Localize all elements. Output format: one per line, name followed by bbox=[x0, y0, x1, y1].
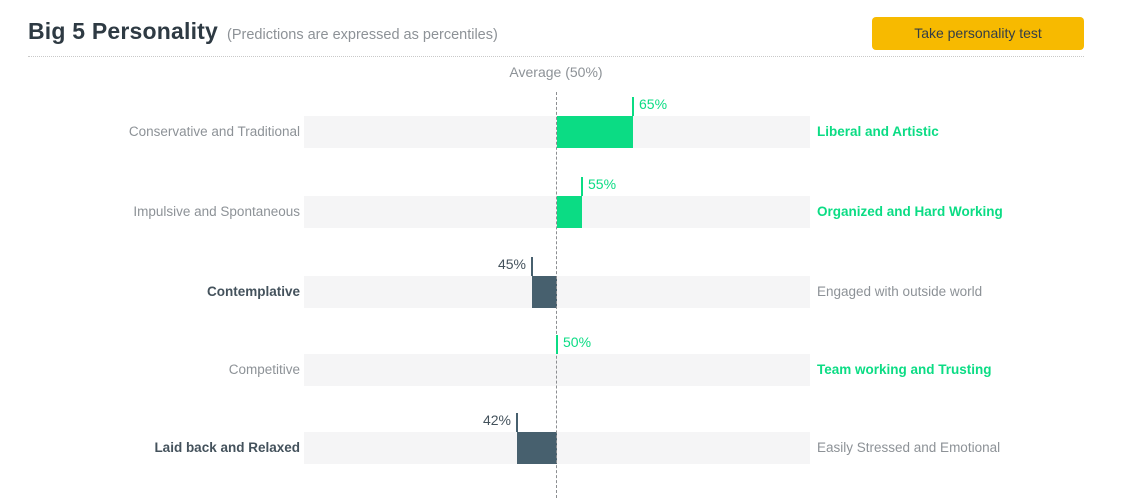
trait-row: Conservative and Traditional 65% Liberal… bbox=[0, 58, 1136, 498]
trait-right-label: Liberal and Artistic bbox=[817, 124, 939, 139]
trait-left-label: Laid back and Relaxed bbox=[154, 440, 300, 455]
header-divider bbox=[28, 56, 1084, 57]
trait-row: Contemplative 45% Engaged with outside w… bbox=[0, 58, 1136, 498]
average-line-label: Average (50%) bbox=[509, 64, 603, 80]
trait-row: Competitive 50% Team working and Trustin… bbox=[0, 58, 1136, 498]
percent-label: 50% bbox=[563, 334, 592, 350]
trait-bar bbox=[517, 432, 557, 464]
percent-label: 42% bbox=[482, 412, 511, 428]
trait-bar-track bbox=[304, 354, 810, 386]
trait-bar-track bbox=[304, 432, 810, 464]
page-subtitle: (Predictions are expressed as percentile… bbox=[227, 27, 498, 43]
percent-label: 55% bbox=[588, 176, 617, 192]
average-dashed-line bbox=[556, 92, 557, 498]
percent-tick bbox=[556, 335, 558, 354]
percent-tick bbox=[632, 97, 634, 116]
panel-header: Big 5 Personality (Predictions are expre… bbox=[28, 18, 1084, 45]
trait-bar bbox=[557, 196, 582, 228]
take-personality-test-button[interactable]: Take personality test bbox=[872, 17, 1084, 50]
percent-label: 65% bbox=[639, 96, 668, 112]
percent-tick bbox=[516, 413, 518, 432]
trait-left-label: Conservative and Traditional bbox=[128, 124, 300, 139]
trait-bar-track bbox=[304, 276, 810, 308]
percent-tick bbox=[531, 257, 533, 276]
trait-left-label: Contemplative bbox=[206, 284, 300, 299]
trait-right-label: Team working and Trusting bbox=[817, 362, 992, 377]
percent-label: 45% bbox=[497, 256, 526, 272]
page-title: Big 5 Personality bbox=[28, 18, 219, 44]
trait-bar bbox=[557, 116, 633, 148]
trait-right-label: Easily Stressed and Emotional bbox=[817, 440, 1001, 455]
percent-tick bbox=[581, 177, 583, 196]
trait-right-label: Engaged with outside world bbox=[817, 284, 983, 299]
trait-left-label: Impulsive and Spontaneous bbox=[133, 204, 300, 219]
trait-left-label: Competitive bbox=[228, 362, 300, 377]
trait-right-label: Organized and Hard Working bbox=[817, 204, 1003, 219]
chart-area: Average (50%) Conservative and Tradition… bbox=[0, 58, 1136, 498]
trait-bar bbox=[532, 276, 557, 308]
trait-row: Laid back and Relaxed 42% Easily Stresse… bbox=[0, 58, 1136, 498]
trait-row: Impulsive and Spontaneous 55% Organized … bbox=[0, 58, 1136, 498]
